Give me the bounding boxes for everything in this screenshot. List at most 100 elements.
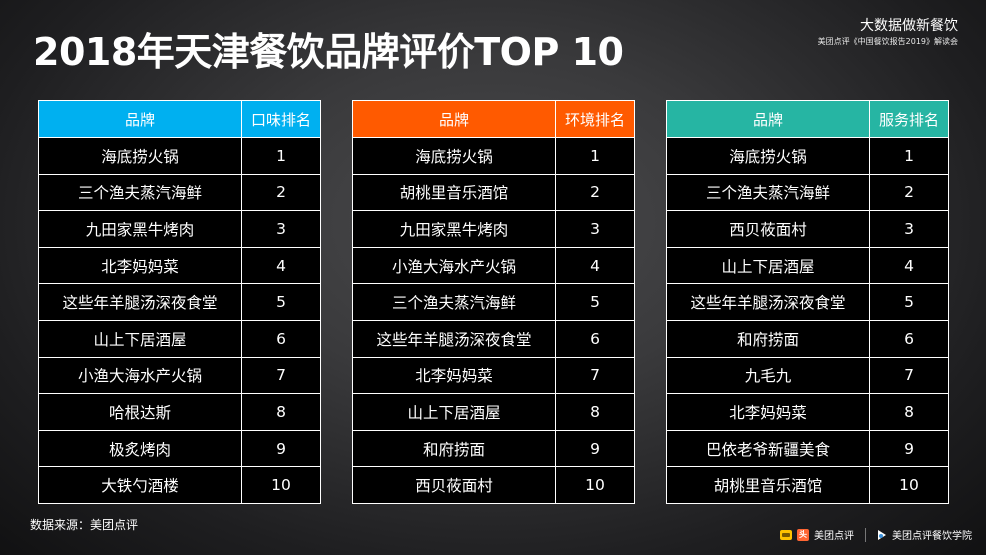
table-row: 北李妈妈菜 4 xyxy=(38,246,321,285)
brand-cell: 海底捞火锅 xyxy=(38,137,242,175)
table-row: 北李妈妈菜 8 xyxy=(666,393,949,431)
table-row: 山上下居酒屋 8 xyxy=(352,393,635,431)
rank-cell: 8 xyxy=(241,393,321,431)
brand-cell: 西贝莜面村 xyxy=(666,210,870,248)
table-row: 这些年羊腿汤深夜食堂 5 xyxy=(38,283,321,321)
data-source-note: 数据来源：美团点评 xyxy=(30,518,139,532)
table-row: 小渔大海水产火锅 4 xyxy=(352,246,635,285)
table-row: 胡桃里音乐酒馆 10 xyxy=(666,466,949,504)
rank-cell: 10 xyxy=(869,466,949,504)
table-row: 小渔大海水产火锅 7 xyxy=(38,356,321,395)
rank-cell: 4 xyxy=(869,246,949,285)
table-row: 巴依老爷新疆美食 9 xyxy=(666,429,949,468)
event-subtitle: 美团点评《中国餐饮报告2019》解读会 xyxy=(817,37,958,46)
brand-cell: 北李妈妈菜 xyxy=(352,356,556,395)
academy-label: 美团点评餐饮学院 xyxy=(892,531,972,542)
brand-cell: 海底捞火锅 xyxy=(666,137,870,175)
service-ranking-table: 品牌 服务排名 海底捞火锅 1 三个渔夫蒸汽海鲜 2 西贝莜面村 3 山上下居酒屋 4 … xyxy=(666,100,949,504)
table-header-row: 品牌 环境排名 xyxy=(352,100,635,138)
meituan-logo-icon xyxy=(780,529,792,540)
brand-cell: 大铁勺酒楼 xyxy=(38,466,242,504)
table-row: 海底捞火锅 1 xyxy=(38,137,321,175)
table-row: 胡桃里音乐酒馆 2 xyxy=(352,173,635,212)
table-row: 北李妈妈菜 7 xyxy=(352,356,635,395)
rank-cell: 6 xyxy=(241,319,321,358)
brand-cell: 巴依老爷新疆美食 xyxy=(666,429,870,468)
table-row: 海底捞火锅 1 xyxy=(666,137,949,175)
brand-cell: 这些年羊腿汤深夜食堂 xyxy=(38,283,242,321)
rank-cell: 1 xyxy=(869,137,949,175)
rank-cell: 9 xyxy=(869,429,949,468)
brand-cell: 山上下居酒屋 xyxy=(666,246,870,285)
brand-cell: 海底捞火锅 xyxy=(352,137,556,175)
brand-cell: 九田家黑牛烤肉 xyxy=(352,210,556,248)
brand-cell: 胡桃里音乐酒馆 xyxy=(352,173,556,212)
footer-logos: 头 美团点评 美团点评餐饮学院 xyxy=(780,527,972,542)
rank-cell: 10 xyxy=(241,466,321,504)
service-rank-column-header: 服务排名 xyxy=(869,100,949,138)
rank-cell: 5 xyxy=(555,283,635,321)
brand-column-header: 品牌 xyxy=(38,100,242,138)
table-header-row: 品牌 口味排名 xyxy=(38,100,321,138)
table-row: 哈根达斯 8 xyxy=(38,393,321,431)
rank-cell: 3 xyxy=(869,210,949,248)
table-row: 三个渔夫蒸汽海鲜 2 xyxy=(666,173,949,212)
rank-cell: 7 xyxy=(869,356,949,395)
rank-cell: 7 xyxy=(555,356,635,395)
brand-cell: 北李妈妈菜 xyxy=(666,393,870,431)
table-row: 三个渔夫蒸汽海鲜 2 xyxy=(38,173,321,212)
brand-cell: 这些年羊腿汤深夜食堂 xyxy=(352,319,556,358)
rank-cell: 9 xyxy=(241,429,321,468)
table-row: 三个渔夫蒸汽海鲜 5 xyxy=(352,283,635,321)
rank-cell: 10 xyxy=(555,466,635,504)
brand-cell: 这些年羊腿汤深夜食堂 xyxy=(666,283,870,321)
table-row: 西贝莜面村 10 xyxy=(352,466,635,504)
brand-cell: 山上下居酒屋 xyxy=(38,319,242,358)
rank-cell: 4 xyxy=(555,246,635,285)
rank-cell: 3 xyxy=(555,210,635,248)
rank-cell: 3 xyxy=(241,210,321,248)
rank-cell: 2 xyxy=(555,173,635,212)
table-row: 和府捞面 9 xyxy=(352,429,635,468)
rank-cell: 7 xyxy=(241,356,321,395)
table-row: 和府捞面 6 xyxy=(666,319,949,358)
table-row: 海底捞火锅 1 xyxy=(352,137,635,175)
table-row: 九田家黑牛烤肉 3 xyxy=(352,210,635,248)
brand-cell: 小渔大海水产火锅 xyxy=(38,356,242,395)
rank-cell: 5 xyxy=(241,283,321,321)
rank-cell: 2 xyxy=(241,173,321,212)
table-row: 九毛九 7 xyxy=(666,356,949,395)
rank-cell: 8 xyxy=(869,393,949,431)
brand-column-header: 品牌 xyxy=(352,100,556,138)
brand-cell: 三个渔夫蒸汽海鲜 xyxy=(352,283,556,321)
table-row: 九田家黑牛烤肉 3 xyxy=(38,210,321,248)
rank-cell: 6 xyxy=(869,319,949,358)
meituan-dianping-label: 美团点评 xyxy=(814,531,854,542)
rank-cell: 5 xyxy=(869,283,949,321)
table-row: 极炙烤肉 9 xyxy=(38,429,321,468)
brand-column-header: 品牌 xyxy=(666,100,870,138)
rank-cell: 4 xyxy=(241,246,321,285)
brand-cell: 九毛九 xyxy=(666,356,870,395)
taste-ranking-table: 品牌 口味排名 海底捞火锅 1 三个渔夫蒸汽海鲜 2 九田家黑牛烤肉 3 北李妈妈菜 4… xyxy=(38,100,321,504)
brand-cell: 小渔大海水产火锅 xyxy=(352,246,556,285)
table-row: 山上下居酒屋 6 xyxy=(38,319,321,358)
brand-cell: 山上下居酒屋 xyxy=(352,393,556,431)
environment-rank-column-header: 环境排名 xyxy=(555,100,635,138)
table-header-row: 品牌 服务排名 xyxy=(666,100,949,138)
rank-cell: 2 xyxy=(869,173,949,212)
brand-cell: 北李妈妈菜 xyxy=(38,246,242,285)
brand-cell: 三个渔夫蒸汽海鲜 xyxy=(38,173,242,212)
page-title: 2018年天津餐饮品牌评价TOP 10 xyxy=(33,30,624,74)
table-row: 西贝莜面村 3 xyxy=(666,210,949,248)
logo-divider xyxy=(865,527,866,542)
brand-cell: 九田家黑牛烤肉 xyxy=(38,210,242,248)
brand-cell: 西贝莜面村 xyxy=(352,466,556,504)
rank-cell: 6 xyxy=(555,319,635,358)
table-row: 大铁勺酒楼 10 xyxy=(38,466,321,504)
academy-logo-icon xyxy=(878,529,886,540)
brand-cell: 三个渔夫蒸汽海鲜 xyxy=(666,173,870,212)
table-row: 山上下居酒屋 4 xyxy=(666,246,949,285)
brand-cell: 和府捞面 xyxy=(666,319,870,358)
rank-cell: 9 xyxy=(555,429,635,468)
